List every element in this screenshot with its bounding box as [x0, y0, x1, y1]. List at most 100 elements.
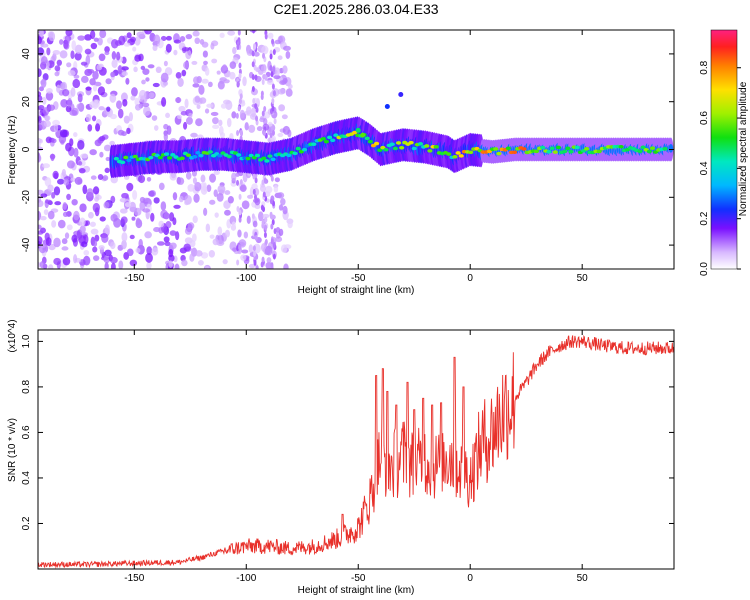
heatmap-noise-point — [165, 112, 171, 118]
heatmap-noise-point — [67, 98, 73, 108]
heatmap-noise-point — [63, 178, 70, 186]
heatmap-noise-point — [39, 261, 45, 269]
heatmap-band-core — [207, 150, 214, 154]
heatmap-noise-point — [103, 201, 110, 209]
heatmap-noise-point — [59, 39, 64, 45]
heatmap-noise-point — [181, 47, 190, 52]
heatmap-noise-point — [38, 152, 41, 163]
heatmap-noise-point — [66, 62, 72, 68]
snr-y-ticks: 0.2 0.4 0.6 0.8 1.0 — [21, 334, 674, 530]
heatmap-noise-point — [222, 64, 228, 71]
heatmap-noise-point — [134, 36, 141, 46]
heatmap-noise-point — [73, 132, 78, 138]
heatmap-noise-point — [126, 127, 131, 135]
heatmap-noise-point — [51, 192, 56, 199]
heatmap-noise-point — [129, 36, 136, 43]
heatmap-noise-point — [271, 105, 275, 112]
heatmap-noise-point — [54, 65, 61, 72]
heatmap-noise-point — [213, 170, 220, 176]
heatmap-noise-point — [104, 51, 110, 56]
heatmap-noise-point — [239, 129, 243, 136]
heatmap-noise-point — [146, 246, 153, 255]
heatmap-noise-point — [236, 129, 240, 136]
heatmap-noise-point — [263, 177, 267, 184]
heatmap-noise-point — [192, 76, 200, 84]
heatmap-noise-point — [129, 234, 135, 240]
heatmap-noise-point — [43, 209, 49, 215]
heatmap-noise-point — [85, 86, 92, 91]
heatmap-noise-point — [152, 44, 158, 51]
heatmap-noise-point — [217, 80, 225, 90]
heatmap-noise-point — [99, 216, 106, 222]
heatmap-noise-point — [128, 111, 133, 122]
heatmap-noise-point — [279, 80, 287, 86]
heatmap-noise-point — [271, 38, 275, 45]
snr-y-tick-label: 0.4 — [21, 471, 32, 485]
heatmap-noise-point — [272, 90, 276, 97]
heatmap-noise-point — [189, 253, 195, 262]
heatmap-noise-point — [151, 115, 158, 121]
heatmap-noise-point — [241, 249, 249, 254]
heatmap-noise-point — [269, 198, 273, 205]
heatmap-noise-point — [164, 241, 171, 247]
heatmap-noise-point — [202, 50, 208, 58]
heatmap-noise-point — [272, 49, 276, 56]
snr-y-axis-label: SNR (10 * v/v) — [7, 418, 18, 482]
heatmap-noise-point — [43, 120, 51, 128]
heatmap-noise-point — [237, 229, 242, 238]
heatmap-noise-point — [120, 92, 128, 102]
heatmap-noise-point — [74, 176, 83, 185]
heatmap-y-tick-label: 40 — [21, 48, 32, 60]
heatmap-band-core — [374, 141, 380, 146]
heatmap-noise-point — [73, 210, 80, 221]
heatmap-noise-point — [194, 95, 201, 103]
heatmap-band-core — [364, 136, 370, 141]
heatmap-noise-point — [105, 156, 111, 162]
heatmap-band-core — [555, 145, 562, 150]
heatmap-noise-point — [188, 112, 193, 119]
heatmap-noise-point — [85, 113, 92, 122]
colorbar-ticks: 0.0 0.2 0.4 0.6 0.8 — [699, 60, 741, 276]
heatmap-noise-point — [62, 88, 70, 97]
heatmap-noise-point — [144, 231, 152, 239]
heatmap-noise-point — [248, 244, 254, 253]
heatmap-noise-point — [118, 35, 126, 46]
heatmap-noise-point — [190, 132, 198, 138]
heatmap-band-core — [565, 146, 571, 151]
heatmap-noise-point — [203, 60, 208, 65]
heatmap-band-core — [295, 146, 301, 151]
heatmap-noise-point — [142, 102, 150, 108]
heatmap-noise-point — [145, 77, 150, 82]
heatmap-noise-point — [136, 31, 145, 38]
heatmap-noise-point — [213, 189, 218, 197]
heatmap-noise-point — [275, 227, 281, 233]
heatmap-band-core — [326, 135, 333, 140]
heatmap-noise-point — [277, 88, 286, 95]
heatmap-noise-point — [93, 255, 100, 262]
heatmap-band-core — [301, 147, 308, 152]
heatmap-y-tick-label: 0 — [21, 146, 32, 152]
heatmap-band-core — [217, 153, 223, 158]
heatmap-noise-point — [262, 191, 266, 198]
heatmap-noise-point — [183, 243, 191, 252]
heatmap-noise-point — [240, 254, 247, 261]
heatmap-noise-point — [251, 213, 255, 220]
heatmap-x-tick-label: -100 — [236, 273, 256, 284]
heatmap-noise-point — [76, 103, 82, 110]
heatmap-noise-point — [288, 84, 293, 89]
heatmap-noise-point — [238, 244, 242, 251]
heatmap-noise-point — [98, 106, 105, 111]
heatmap-noise-point — [40, 78, 47, 88]
heatmap-noise-point — [83, 255, 91, 266]
heatmap-noise-point — [124, 202, 131, 208]
heatmap-noise-point — [47, 184, 54, 192]
heatmap-noise-point — [273, 185, 279, 193]
heatmap-noise-point — [191, 233, 197, 242]
heatmap-noise-point — [40, 56, 48, 65]
heatmap-noise-point — [254, 74, 258, 81]
heatmap-band-core — [640, 145, 646, 150]
heatmap-noise-point — [206, 184, 212, 193]
heatmap-noise-point — [92, 202, 100, 213]
heatmap-noise-point — [98, 53, 106, 62]
heatmap-noise-point — [94, 196, 100, 202]
